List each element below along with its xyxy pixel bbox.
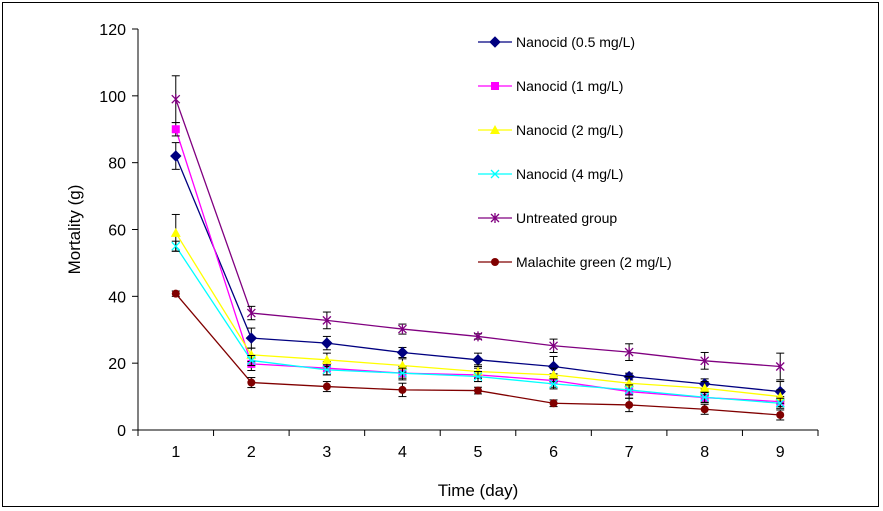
y-tick-label: 20: [108, 356, 126, 373]
x-tick-label: 7: [625, 444, 634, 461]
series-1: [170, 142, 786, 403]
legend-item: Malachite green (2 mg/L): [478, 254, 672, 270]
x-tick-label: 5: [474, 444, 483, 461]
legend-swatch-marker: [490, 213, 500, 223]
legend-label: Nanocid (1 mg/L): [516, 78, 623, 94]
legend-label: Nanocid (2 mg/L): [516, 122, 623, 138]
data-point: [625, 400, 634, 409]
x-axis-title: Time (day): [438, 481, 519, 500]
data-point: [549, 340, 559, 351]
data-point: [171, 241, 181, 251]
legend-item: Nanocid (1 mg/L): [478, 78, 623, 94]
data-point: [624, 347, 634, 358]
data-point: [624, 385, 634, 395]
axes: 0 20 40 60 80 100 120 1 2 3 4 5 6 7 8 9: [99, 22, 819, 461]
data-point: [474, 386, 482, 395]
legend-label: Untreated group: [516, 210, 617, 226]
data-point: [699, 383, 710, 393]
data-point: [171, 289, 180, 298]
legend-item: Nanocid (2 mg/L): [478, 122, 623, 138]
legend-item: Nanocid (4 mg/L): [478, 166, 623, 182]
y-tick-label: 60: [108, 223, 126, 240]
data-point: [700, 405, 709, 414]
data-point: [322, 315, 332, 326]
y-tick-label: 80: [108, 156, 126, 173]
legend-swatch-marker: [489, 36, 501, 48]
y-tick-label: 0: [117, 423, 126, 440]
data-point: [171, 94, 181, 105]
series-4: [171, 240, 785, 409]
x-tick-label: 8: [700, 444, 709, 461]
data-point: [246, 356, 256, 365]
legend-label: Nanocid (0.5 mg/L): [516, 34, 635, 50]
series-layer: [170, 75, 786, 421]
legend: Nanocid (0.5 mg/L) Nanocid (1 mg/L) Nanoci…: [478, 34, 672, 270]
legend-label: Malachite green (2 mg/L): [516, 254, 672, 270]
legend-item: Untreated group: [478, 210, 617, 226]
x-tick-label: 2: [247, 444, 256, 461]
data-point: [170, 227, 181, 237]
data-point: [397, 360, 408, 370]
data-point: [397, 368, 407, 378]
data-point: [473, 372, 483, 381]
data-point: [245, 332, 258, 344]
x-tick-label: 4: [398, 444, 407, 461]
data-point: [246, 308, 256, 319]
data-point: [548, 369, 559, 379]
y-tick-label: 120: [99, 22, 126, 39]
data-point: [700, 392, 710, 402]
y-tick-label: 100: [99, 89, 126, 106]
legend-label: Nanocid (4 mg/L): [516, 166, 623, 182]
data-point: [775, 361, 785, 372]
legend-swatch-marker: [490, 169, 500, 179]
data-point: [549, 379, 559, 389]
data-point: [472, 354, 484, 366]
data-point: [775, 398, 785, 408]
y-tick-label: 40: [108, 289, 126, 306]
series-line: [175, 98, 781, 368]
data-point: [322, 382, 331, 391]
data-point: [170, 150, 182, 162]
series-5: [171, 75, 785, 381]
data-point: [321, 354, 332, 364]
data-point: [171, 125, 180, 134]
series-6: [171, 289, 785, 421]
legend-swatch-marker: [490, 125, 500, 134]
data-point: [397, 324, 407, 335]
data-point: [776, 410, 785, 419]
legend-item: Nanocid (0.5 mg/L): [478, 34, 635, 50]
x-tick-label: 3: [322, 444, 331, 461]
data-point: [322, 365, 332, 375]
data-point: [396, 346, 409, 359]
y-axis-title: Mortality (g): [65, 185, 84, 275]
legend-swatch-marker: [491, 82, 499, 90]
data-point: [321, 337, 333, 349]
x-tick-label: 1: [171, 444, 180, 461]
data-point: [247, 378, 256, 387]
data-point: [473, 331, 483, 342]
data-point: [549, 399, 558, 408]
x-tick-label: 9: [776, 444, 785, 461]
x-tick-label: 6: [549, 444, 558, 461]
data-point: [700, 355, 710, 366]
legend-swatch-marker: [491, 258, 499, 266]
data-point: [398, 385, 407, 394]
